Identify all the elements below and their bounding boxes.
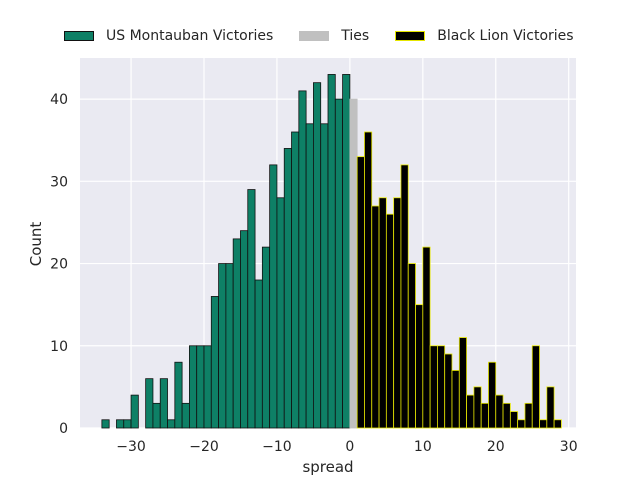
legend-swatch [299, 31, 330, 41]
histogram-bar [254, 279, 263, 429]
histogram-bar [502, 402, 511, 429]
histogram-bar [334, 98, 343, 429]
histogram-bar [458, 337, 467, 429]
histogram-bar [123, 419, 132, 429]
histogram-bar [349, 98, 358, 429]
histogram-bar [174, 361, 183, 429]
histogram-bar [393, 197, 402, 429]
bars [101, 74, 562, 429]
x-tick-label: 20 [487, 439, 505, 455]
legend-label: Ties [341, 28, 370, 44]
histogram-bar [364, 131, 373, 429]
legend: US Montauban Victories Ties Black Lion V… [64, 24, 604, 48]
histogram-bar [400, 164, 409, 429]
histogram-bar [291, 131, 300, 429]
histogram-bar [298, 90, 307, 429]
histogram-bar [159, 378, 168, 429]
histogram-bar [305, 123, 314, 429]
y-axis-label: Count [27, 222, 45, 267]
x-tick-labels: −30 −20 −10 0 10 20 30 [116, 439, 577, 455]
histogram-bar [313, 82, 322, 429]
histogram-bar [495, 394, 504, 429]
histogram-bar [531, 345, 540, 429]
histogram-bar [539, 419, 548, 429]
legend-item-us-montauban: US Montauban Victories [64, 28, 273, 44]
histogram-bar [327, 74, 336, 429]
histogram-bar [189, 345, 198, 429]
histogram-bar [145, 378, 154, 429]
histogram-bar [152, 402, 161, 429]
x-tick-label: 10 [414, 439, 432, 455]
legend-label: US Montauban Victories [106, 28, 274, 44]
histogram-bar [167, 419, 176, 429]
histogram-bar [342, 74, 351, 429]
x-axis-label: spread [302, 458, 353, 476]
histogram-bar [466, 394, 475, 429]
histogram-bar [181, 402, 190, 429]
histogram-bar [415, 304, 424, 429]
histogram-bar [488, 361, 497, 429]
histogram-bar [210, 296, 219, 429]
x-tick-label: −10 [262, 439, 292, 455]
y-tick-label: 10 [50, 339, 68, 355]
histogram-bar [101, 419, 110, 429]
histogram-bar [225, 263, 234, 429]
legend-item-black-lion: Black Lion Victories [395, 28, 574, 44]
legend-swatch [395, 31, 426, 41]
histogram-bar [429, 345, 438, 429]
histogram-bar [407, 263, 416, 429]
histogram-bar [116, 419, 125, 429]
histogram-bar [320, 123, 329, 429]
histogram-bar [553, 419, 562, 429]
legend-swatch [64, 31, 94, 41]
histogram-bar [232, 238, 241, 429]
histogram-bar [203, 345, 212, 429]
y-tick-label: 20 [50, 257, 68, 273]
legend-item-ties: Ties [299, 28, 369, 44]
histogram-bar [356, 156, 365, 429]
histogram-bar [444, 353, 453, 429]
y-tick-label: 0 [59, 421, 68, 437]
y-tick-label: 40 [50, 92, 68, 108]
histogram-bar [240, 230, 249, 429]
histogram-bar [371, 205, 380, 429]
histogram-bar [422, 246, 431, 429]
histogram-bar [385, 213, 395, 429]
histogram-bar [218, 263, 227, 429]
x-tick-label: 0 [345, 439, 354, 455]
histogram-bar [517, 419, 526, 429]
y-tick-labels: 0 10 20 30 40 [50, 92, 68, 437]
x-tick-label: −20 [189, 439, 219, 455]
y-tick-label: 30 [50, 174, 68, 190]
histogram-bar [261, 246, 271, 429]
histogram-bar [276, 197, 285, 429]
histogram-bar [473, 386, 482, 429]
histogram-bar [451, 370, 460, 429]
histogram-bar [130, 394, 139, 429]
legend-label: Black Lion Victories [437, 28, 574, 44]
histogram-bar [247, 189, 256, 429]
histogram-bar [437, 345, 446, 429]
histogram-bar [480, 402, 489, 429]
histogram-bar [546, 386, 555, 429]
x-tick-label: −30 [116, 439, 146, 455]
histogram-bar [196, 345, 205, 429]
histogram-bar [283, 148, 292, 429]
x-tick-label: 30 [560, 439, 578, 455]
histogram-bar [509, 411, 519, 429]
histogram-bar [269, 164, 278, 429]
histogram-bar [378, 197, 387, 429]
histogram-bar [524, 402, 533, 429]
